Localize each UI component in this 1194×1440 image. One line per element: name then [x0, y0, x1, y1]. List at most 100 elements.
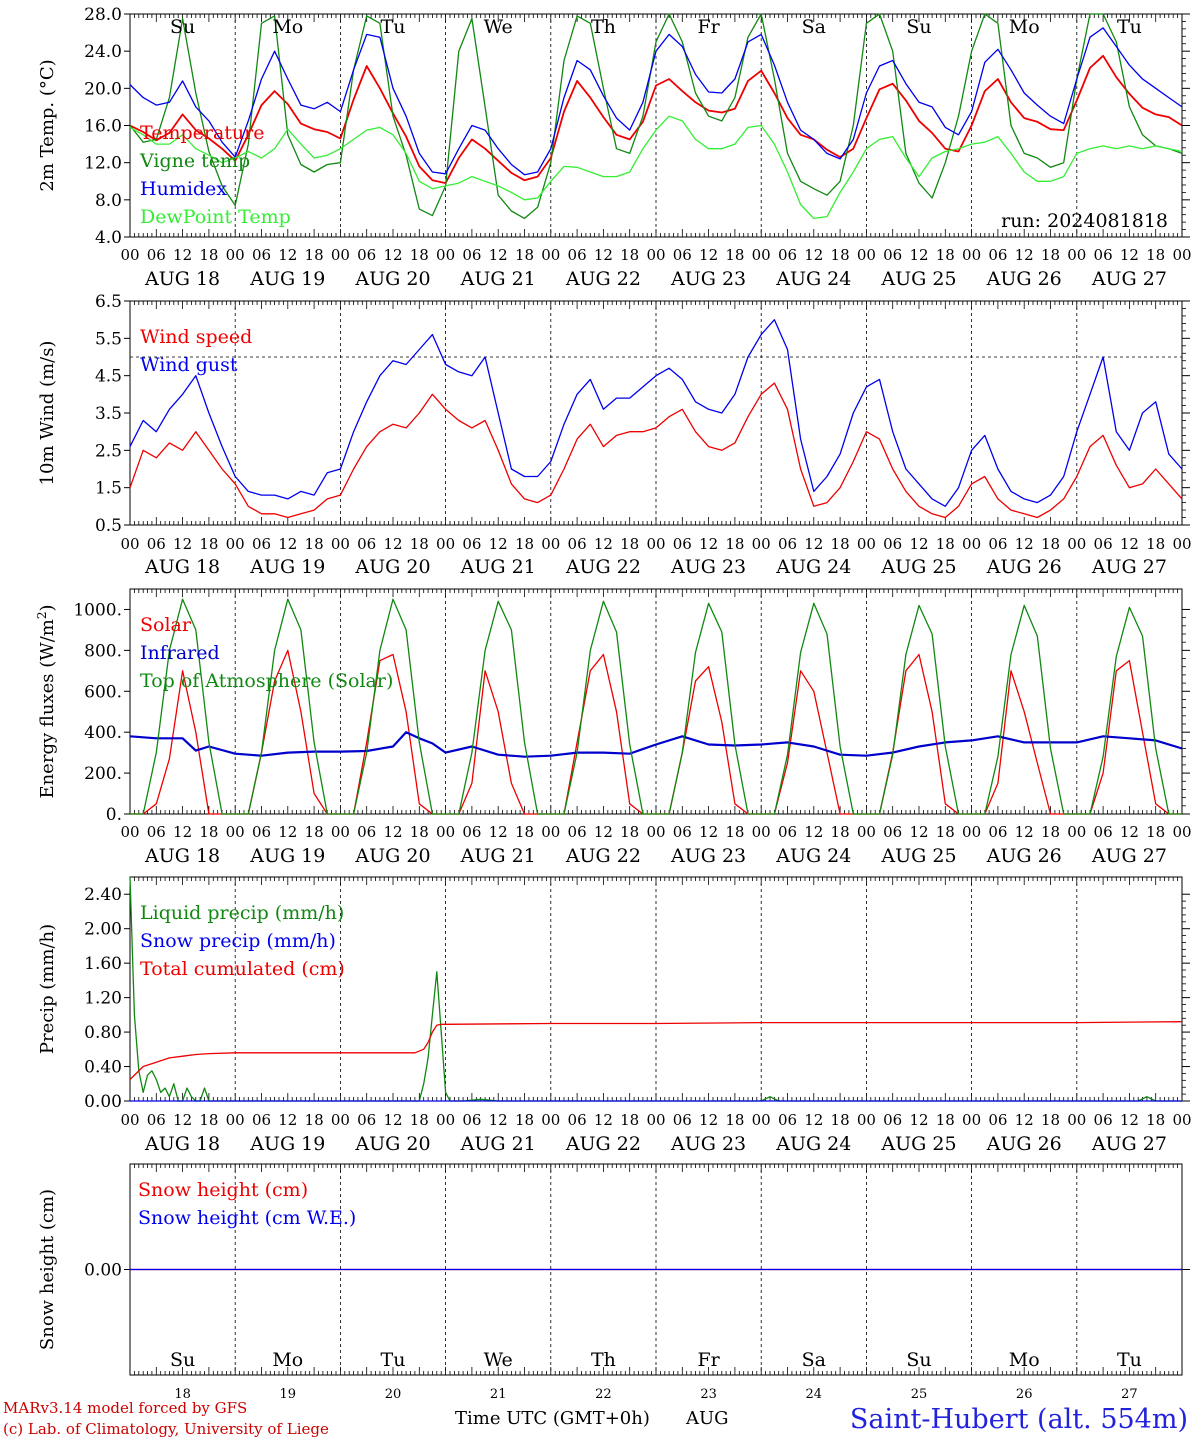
bottom-weekday-label: Su [170, 1349, 195, 1371]
x-tick-label: 12 [699, 535, 718, 553]
x-tick-label: 12 [804, 535, 823, 553]
bottom-weekday-label: Mo [272, 1349, 303, 1371]
x-tick-label: 06 [357, 823, 376, 841]
x-tick-label: 18 [199, 1111, 218, 1129]
footer-model-credit: MARv3.14 model forced by GFS [3, 1399, 247, 1417]
x-tick-label: 12 [383, 823, 402, 841]
x-tick-label: 06 [568, 246, 587, 264]
panel-frame [129, 13, 1183, 238]
x-day-label: AUG 27 [1091, 1133, 1167, 1155]
x-tick-label: 18 [305, 1111, 324, 1129]
x-tick-label: 18 [305, 535, 324, 553]
x-tick-label: 06 [1094, 823, 1113, 841]
x-day-label: AUG 18 [144, 1133, 220, 1155]
x-tick-label: 00 [1172, 823, 1191, 841]
x-tick-label: 00 [1067, 535, 1086, 553]
x-tick-label: 12 [1120, 535, 1139, 553]
y-tick-label: 0.00 [84, 1261, 122, 1281]
legend-entry: Snow precip (mm/h) [140, 930, 336, 952]
x-tick-label: 06 [778, 1111, 797, 1129]
x-tick-label: 00 [646, 246, 665, 264]
x-tick-label: 12 [1120, 823, 1139, 841]
x-tick-label: 12 [909, 1111, 928, 1129]
x-tick-label: 06 [568, 823, 587, 841]
legend-entry: Vigne temp [139, 150, 250, 172]
x-tick-label: 06 [462, 246, 481, 264]
series-line-vigne-temp [129, 13, 1183, 220]
x-tick-label: 00 [857, 535, 876, 553]
x-tick-label: 18 [410, 535, 429, 553]
x-tick-label: 12 [489, 1111, 508, 1129]
weekday-label: Mo [1009, 16, 1040, 38]
x-tick-label: 00 [120, 1111, 139, 1129]
x-tick-label: 00 [436, 246, 455, 264]
x-tick-label: 06 [883, 535, 902, 553]
bottom-day-number: 26 [1016, 1387, 1033, 1402]
x-tick-label: 12 [699, 823, 718, 841]
y-tick-label: 2.00 [84, 920, 122, 940]
x-tick-label: 06 [147, 246, 166, 264]
y-tick-label: 16.0 [84, 117, 122, 137]
x-tick-label: 12 [489, 535, 508, 553]
x-tick-label: 06 [147, 535, 166, 553]
y-tick-label: 2.5 [95, 441, 122, 461]
x-axis-ticks [129, 1164, 1183, 1375]
x-tick-label: 00 [752, 1111, 771, 1129]
x-day-label: AUG 18 [144, 268, 220, 290]
x-tick-label: 00 [962, 823, 981, 841]
x-tick-label: 12 [804, 1111, 823, 1129]
bottom-day-number: 25 [911, 1387, 928, 1402]
x-tick-label: 18 [725, 246, 744, 264]
x-tick-label: 18 [725, 535, 744, 553]
x-tick-label: 12 [173, 246, 192, 264]
x-tick-label: 18 [1041, 1111, 1060, 1129]
y-tick-label: 5.5 [95, 329, 122, 349]
x-tick-label: 18 [725, 1111, 744, 1129]
y-tick-label: 3.5 [95, 404, 122, 424]
x-tick-label: 06 [883, 1111, 902, 1129]
x-tick-label: 00 [962, 246, 981, 264]
x-tick-label: 12 [1015, 535, 1034, 553]
x-tick-label: 00 [857, 823, 876, 841]
y-tick-label: 12.0 [84, 154, 122, 174]
x-tick-label: 12 [594, 246, 613, 264]
bottom-day-number: 22 [595, 1387, 612, 1402]
x-day-label: AUG 27 [1091, 845, 1167, 867]
x-day-label: AUG 22 [565, 268, 641, 290]
series-line-top-of-atmosphere-solar- [130, 598, 1182, 815]
weekday-label: Sa [802, 16, 826, 38]
x-tick-label: 06 [673, 246, 692, 264]
x-tick-label: 06 [462, 823, 481, 841]
x-tick-label: 00 [646, 535, 665, 553]
weekday-label: Su [170, 16, 195, 38]
x-axis-ticks [129, 301, 1183, 525]
x-day-label: AUG 24 [775, 845, 851, 867]
legend-entry: DewPoint Temp [140, 206, 291, 228]
x-tick-label: 00 [120, 246, 139, 264]
x-tick-label: 12 [594, 1111, 613, 1129]
panel-2: 0.5 1.5 2.5 3.5 4.5 5.5 6.5 10m Wind (m/s) Wind … [37, 292, 1192, 578]
x-tick-label: 06 [462, 1111, 481, 1129]
x-day-label: AUG 21 [460, 845, 536, 867]
x-tick-label: 06 [988, 246, 1007, 264]
bottom-day-number: 24 [806, 1387, 823, 1402]
x-day-label: AUG 26 [986, 268, 1062, 290]
x-tick-label: 00 [962, 535, 981, 553]
x-tick-label: 06 [988, 1111, 1007, 1129]
bottom-day-number: 18 [174, 1387, 191, 1402]
x-day-label: AUG 22 [565, 556, 641, 578]
x-tick-label: 06 [252, 246, 271, 264]
x-axis-ticks [129, 14, 1183, 237]
x-tick-label: 06 [357, 535, 376, 553]
x-tick-label: 12 [1015, 246, 1034, 264]
x-tick-label: 00 [331, 823, 350, 841]
x-day-label: AUG 23 [670, 845, 746, 867]
unit-close: ) [37, 604, 58, 611]
x-tick-label: 00 [1172, 246, 1191, 264]
y-tick-label: 0. [106, 805, 122, 825]
x-day-label: AUG 25 [880, 845, 956, 867]
x-day-label: AUG 25 [880, 1133, 956, 1155]
x-day-label: AUG 22 [565, 845, 641, 867]
legend-entry: Temperature [140, 122, 264, 144]
x-tick-label: 06 [1094, 1111, 1113, 1129]
